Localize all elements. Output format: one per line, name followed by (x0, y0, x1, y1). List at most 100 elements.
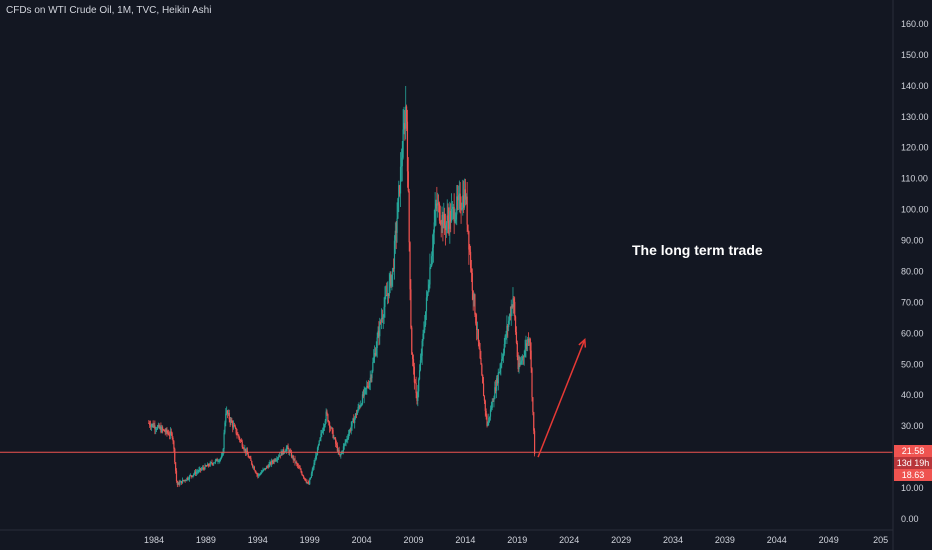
candle-body (212, 463, 214, 465)
candle-body (332, 429, 334, 438)
candle-body (493, 398, 495, 402)
candle-body (457, 196, 459, 201)
candle-body (487, 423, 489, 426)
candle-body (526, 343, 528, 346)
candle-body (403, 123, 405, 130)
candle-body (425, 311, 427, 325)
candle-body (355, 413, 358, 415)
candle-body (425, 297, 428, 312)
candle-body (149, 423, 151, 426)
x-tick-label: 2014 (455, 535, 475, 545)
candle-body (365, 388, 367, 389)
candle-body (159, 427, 161, 429)
candle-body (321, 432, 323, 434)
y-tick-label: 130.00 (901, 112, 929, 122)
candle-body (250, 458, 252, 461)
candle-body (187, 477, 189, 480)
candle-body (391, 274, 393, 286)
candle-body (474, 294, 476, 315)
candle-body (180, 481, 182, 483)
candle-body (380, 321, 382, 323)
candle-body (379, 321, 381, 337)
candle-body (502, 353, 505, 357)
candle-body (225, 413, 227, 423)
candle-body (283, 449, 285, 453)
candle-body (444, 225, 447, 231)
candle-body (459, 193, 461, 209)
candle-body (331, 427, 333, 430)
candle-body (481, 364, 483, 375)
candle-body (315, 455, 317, 461)
candle-body (511, 306, 513, 308)
low-price-tag: 18.63 (894, 469, 932, 481)
candle-body (232, 425, 235, 428)
candle-body (170, 431, 172, 434)
x-tick-label: 2019 (507, 535, 527, 545)
y-tick-label: 50.00 (901, 359, 924, 369)
candle-body (173, 441, 175, 449)
candle-body (442, 214, 444, 229)
candle-body (424, 324, 426, 331)
candle-body (356, 411, 358, 415)
candle-body (244, 448, 246, 450)
candle-body (369, 377, 371, 383)
candle-body (383, 306, 385, 318)
candle-body (478, 341, 480, 349)
candle-body (384, 296, 386, 307)
candle-body (188, 478, 190, 480)
candle-body (164, 431, 166, 433)
candle-body (435, 203, 437, 209)
candle-body (465, 196, 467, 200)
y-tick-label: 90.00 (901, 236, 924, 246)
candle-body (323, 424, 326, 428)
candle-body (281, 451, 283, 455)
candle-body (418, 370, 421, 380)
candle-body (469, 251, 472, 269)
candle-body (484, 400, 486, 411)
candle-body (506, 325, 508, 336)
candle-body (245, 448, 247, 453)
candle-body (512, 298, 514, 308)
candle-body (266, 466, 268, 468)
candle-body (345, 439, 347, 443)
candle-body (508, 314, 511, 321)
candle-body (467, 224, 469, 232)
candle-body (242, 446, 244, 449)
candle-body (475, 314, 477, 324)
candle-body (437, 202, 439, 206)
candle-body (402, 129, 404, 158)
candle-body (354, 417, 356, 424)
candle-body (252, 466, 255, 468)
candle-body (354, 413, 357, 418)
candle-body (293, 458, 295, 460)
candle-body (347, 437, 349, 440)
candle-body (174, 448, 176, 463)
candle-body (454, 219, 456, 222)
candle-body (302, 474, 304, 476)
candle-body (178, 482, 180, 485)
candle-body (377, 330, 379, 338)
candle-body (362, 394, 364, 397)
candle-body (149, 425, 152, 427)
candle-body (238, 434, 240, 438)
candle-body (309, 477, 312, 480)
candle-body (410, 289, 412, 328)
candle-body (254, 470, 256, 472)
candle-body (157, 424, 159, 427)
candle-body (292, 455, 294, 460)
candle-body (239, 437, 241, 441)
candle-body (249, 457, 251, 459)
candle-body (271, 460, 273, 465)
candle-body (438, 203, 441, 221)
candle-body (294, 458, 296, 463)
candle-body (492, 401, 494, 402)
candle-body (525, 343, 527, 350)
candle-body (279, 455, 281, 457)
candle-body (372, 362, 374, 372)
candle-body (168, 433, 170, 435)
candle-body (405, 106, 408, 122)
candle-body (305, 480, 307, 483)
candle-body (405, 106, 407, 129)
candle-body (175, 470, 178, 482)
